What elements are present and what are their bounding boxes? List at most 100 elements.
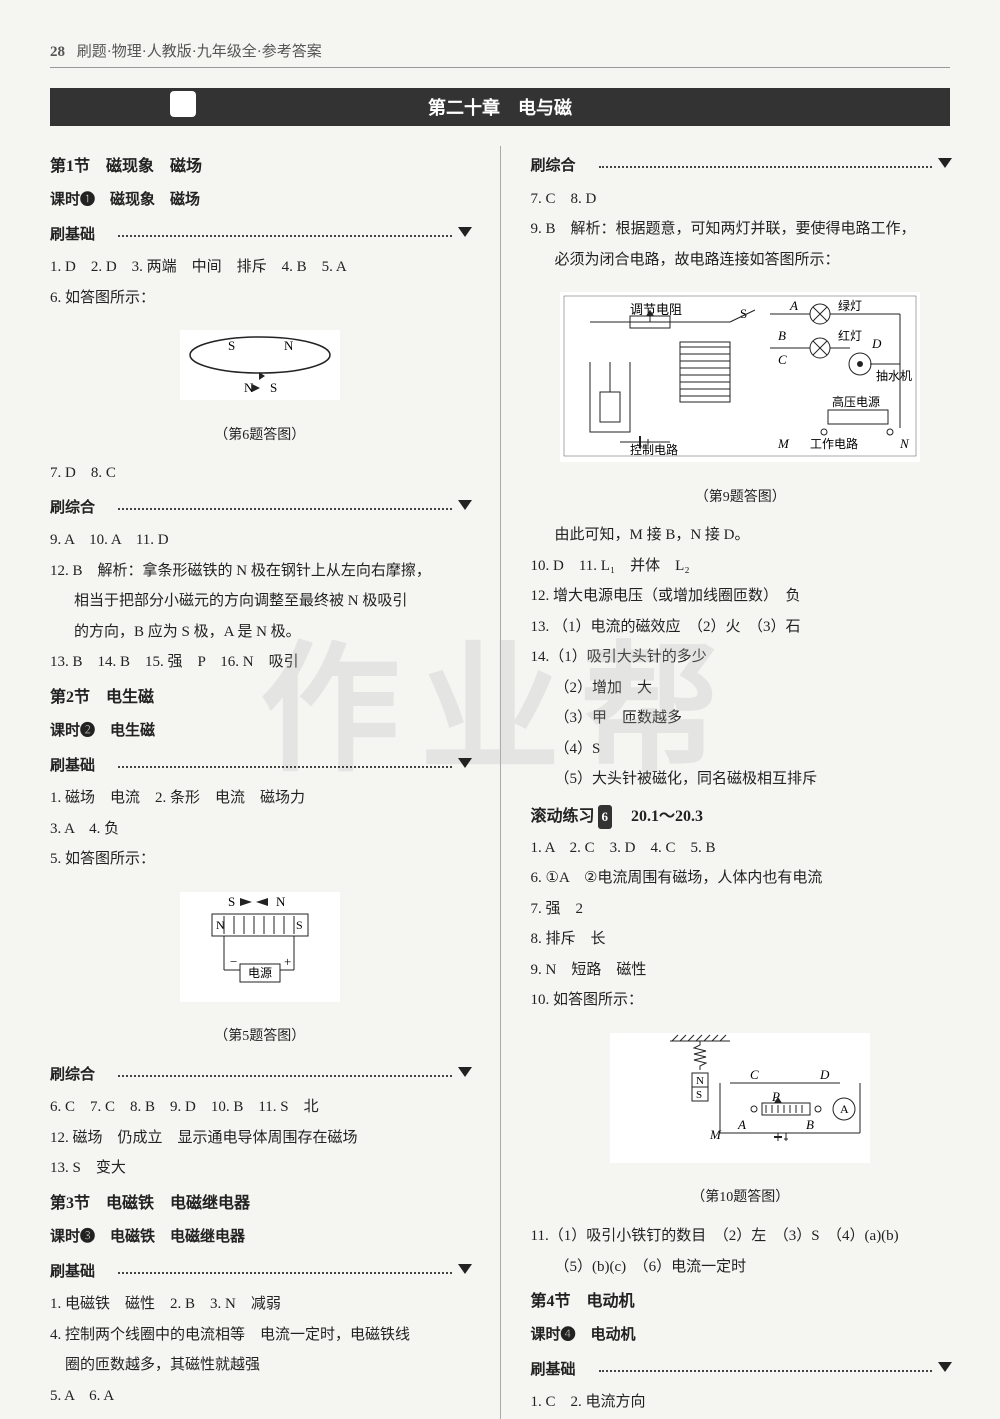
svg-text:S: S	[228, 338, 235, 353]
svg-text:A: A	[737, 1117, 746, 1132]
answer-line: （4）S	[531, 735, 951, 764]
answer-line: 14.（1）吸引大头针的多少	[531, 643, 951, 672]
figure-9: 调节电阻 S	[531, 284, 951, 511]
page-number: 28	[50, 44, 65, 60]
answer-line: 9. B 解析：根据题意，可知两灯并联，要使得电路工作，	[531, 215, 951, 244]
fig9-caption: （第9题答图）	[531, 485, 951, 512]
answer-line: 相当于把部分小磁元的方向调整至最终被 N 极吸引	[50, 587, 470, 616]
answer-line: 6. 如答图所示：	[50, 284, 470, 313]
answer-line: 1. 磁场 电流 2. 条形 电流 磁场力	[50, 784, 470, 813]
section-3-title: 第3节 电磁铁 电磁继电器	[50, 1189, 470, 1219]
answer-line: 10. 如答图所示：	[531, 986, 951, 1015]
answer-line: 的方向，B 应为 S 极，A 是 N 极。	[50, 618, 470, 647]
comp-header: 刷综合	[531, 152, 951, 181]
svg-text:工作电路: 工作电路	[810, 436, 858, 451]
svg-text:D: D	[819, 1067, 830, 1082]
lesson-4-title: 课时❹ 电动机	[531, 1321, 951, 1350]
figure-5: S N N S 电源 − + （第5题	[50, 884, 470, 1051]
svg-text:红灯: 红灯	[838, 328, 862, 343]
answer-line: 7. 强 2	[531, 895, 951, 924]
answer-line: 13. S 变大	[50, 1154, 470, 1183]
fig6-svg: S N N S	[180, 330, 340, 400]
svg-text:+: +	[284, 954, 291, 969]
answer-line: （3）甲 匝数越多	[531, 704, 951, 733]
svg-text:调节电阻: 调节电阻	[630, 302, 682, 317]
svg-text:A: A	[840, 1102, 849, 1116]
answer-line: 圈的匝数越多，其磁性就越强	[50, 1351, 470, 1380]
answer-line: 7. C 8. D	[531, 185, 951, 214]
right-column: 刷综合 7. C 8. D 9. B 解析：根据题意，可知两灯并联，要使得电路工…	[531, 146, 951, 1419]
answer-line: 5. A 6. A	[50, 1382, 470, 1411]
svg-text:−: −	[230, 954, 237, 969]
answer-line: （5）大头针被磁化，同名磁极相互排斥	[531, 765, 951, 794]
answer-line: 6. C 7. C 8. B 9. D 10. B 11. S 北	[50, 1093, 470, 1122]
fig10-caption: （第10题答图）	[531, 1185, 951, 1212]
svg-text:N: N	[899, 436, 910, 451]
svg-text:C: C	[750, 1067, 759, 1082]
answer-line: 1. A 2. C 3. D 4. C 5. B	[531, 834, 951, 863]
section-2-title: 第2节 电生磁	[50, 683, 470, 713]
svg-text:S: S	[740, 306, 747, 321]
answer-line: 由此可知，M 接 B，N 接 D。	[531, 521, 951, 550]
svg-text:抽水机: 抽水机	[876, 369, 912, 383]
answer-line: 12. B 解析：拿条形磁铁的 N 极在钢针上从左向右摩擦，	[50, 557, 470, 586]
answer-line: 13. （1）电流的磁效应 （2）火 （3）石	[531, 613, 951, 642]
section-4-title: 第4节 电动机	[531, 1287, 951, 1317]
answer-line: （2）增加 大	[531, 674, 951, 703]
figure-6: S N N S （第6题答图）	[50, 322, 470, 449]
content-columns: 第1节 磁现象 磁场 课时❶ 磁现象 磁场 刷基础 1. D 2. D 3. 两…	[50, 146, 950, 1419]
svg-text:M: M	[777, 436, 790, 451]
svg-text:高压电源: 高压电源	[832, 394, 880, 409]
svg-text:N: N	[284, 338, 294, 353]
svg-text:A: A	[789, 298, 798, 313]
answer-line: 9. N 短路 磁性	[531, 956, 951, 985]
answer-line: 11.（1）吸引小铁钉的数目 （2）左 （3）S （4）(a)(b)	[531, 1222, 951, 1251]
fig10-svg: N S C D P A A B	[610, 1033, 870, 1163]
fig6-caption: （第6题答图）	[50, 423, 470, 450]
svg-text:N: N	[696, 1075, 704, 1087]
page-header: 28 刷题·物理·人教版·九年级全·参考答案	[50, 40, 950, 68]
answer-line: 10. D 11. L₁ 并体 L₂	[531, 552, 951, 581]
column-divider	[500, 146, 501, 1419]
rolling-practice-title: 滚动练习6 20.1～20.3	[531, 802, 951, 832]
svg-text:N: N	[276, 894, 286, 909]
svg-text:控制电路: 控制电路	[630, 442, 678, 457]
answer-line: 9. A 10. A 11. D	[50, 526, 470, 555]
svg-text:D: D	[871, 336, 882, 351]
figure-10: N S C D P A A B	[531, 1025, 951, 1212]
answer-line: 1. C 2. 电流方向	[531, 1388, 951, 1417]
svg-text:S: S	[696, 1089, 702, 1101]
comp-header: 刷综合	[50, 1061, 470, 1090]
answer-line: 5. 如答图所示：	[50, 845, 470, 874]
fig9-svg: 调节电阻 S	[560, 292, 920, 462]
svg-text:B: B	[806, 1117, 814, 1132]
svg-text:绿灯: 绿灯	[838, 298, 862, 313]
svg-text:B: B	[778, 328, 786, 343]
lesson-3-title: 课时❸ 电磁铁 电磁继电器	[50, 1223, 470, 1252]
answer-line: 6. ①A ②电流周围有磁场，人体内也有电流	[531, 864, 951, 893]
svg-text:S: S	[296, 918, 303, 932]
basic-header: 刷基础	[50, 221, 470, 250]
lesson-1-title: 课时❶ 磁现象 磁场	[50, 186, 470, 215]
answer-line: 7. D 8. C	[50, 459, 470, 488]
section-1-title: 第1节 磁现象 磁场	[50, 152, 470, 182]
answer-line: 4. 控制两个线圈中的电流相等 电流一定时，电磁铁线	[50, 1321, 470, 1350]
answer-line: 12. 磁场 仍成立 显示通电导体周围存在磁场	[50, 1124, 470, 1153]
basic-header: 刷基础	[50, 752, 470, 781]
fig5-svg: S N N S 电源 − +	[180, 892, 340, 1002]
left-column: 第1节 磁现象 磁场 课时❶ 磁现象 磁场 刷基础 1. D 2. D 3. 两…	[50, 146, 470, 1419]
basic-header: 刷基础	[50, 1258, 470, 1287]
book-title: 刷题·物理·人教版·九年级全·参考答案	[77, 44, 322, 60]
answer-line: 必须为闭合电路，故电路连接如答图所示：	[531, 246, 951, 275]
answer-line: 12. 增大电源电压（或增加线圈匝数） 负	[531, 582, 951, 611]
answer-line: 8. 排斥 长	[531, 925, 951, 954]
answer-line: 1. D 2. D 3. 两端 中间 排斥 4. B 5. A	[50, 253, 470, 282]
svg-text:C: C	[778, 352, 787, 367]
answer-line: 13. B 14. B 15. 强 P 16. N 吸引	[50, 648, 470, 677]
svg-text:S: S	[270, 380, 277, 395]
basic-header: 刷基础	[531, 1356, 951, 1385]
fig5-caption: （第5题答图）	[50, 1024, 470, 1051]
comp-header: 刷综合	[50, 494, 470, 523]
answer-line: 1. 电磁铁 磁性 2. B 3. N 减弱	[50, 1290, 470, 1319]
answer-line: （5）(b)(c) （6）电流一定时	[531, 1253, 951, 1282]
